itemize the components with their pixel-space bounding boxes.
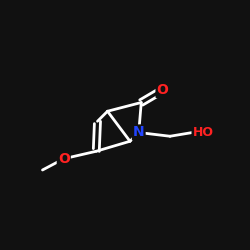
Text: HO: HO: [192, 126, 214, 139]
Text: N: N: [133, 126, 144, 140]
Text: O: O: [156, 83, 168, 97]
Text: O: O: [58, 152, 70, 166]
